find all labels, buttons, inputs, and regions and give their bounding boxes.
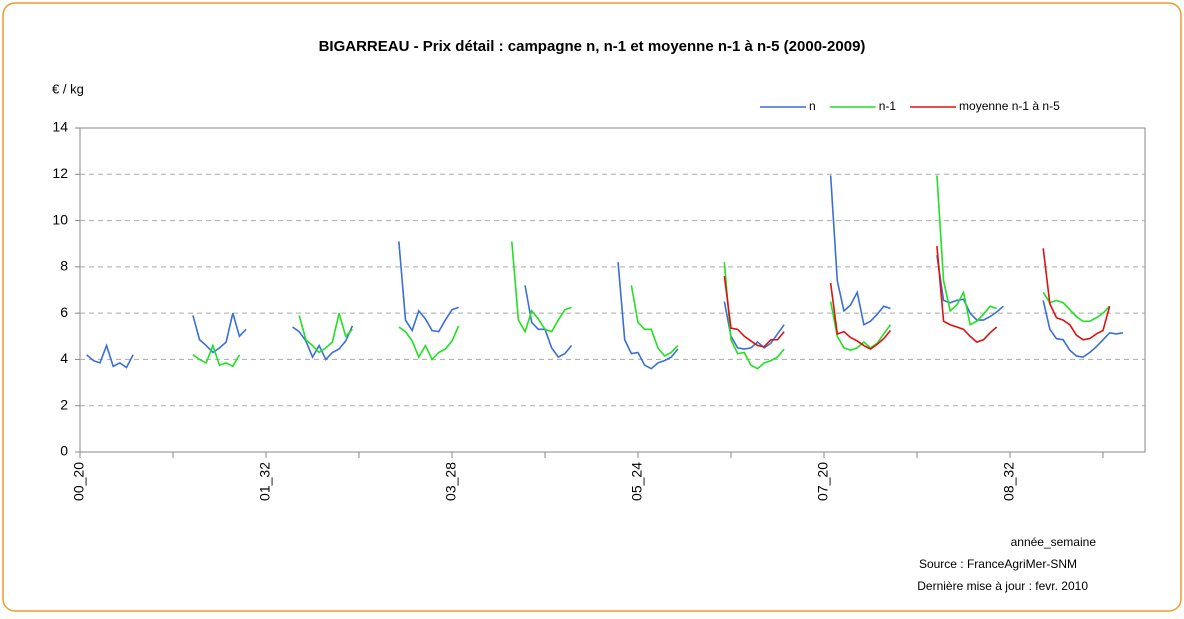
chart-title: BIGARREAU - Prix détail : campagne n, n-… <box>319 38 866 55</box>
x-tick-label: 01_32 <box>257 462 273 501</box>
update-note: Dernière mise à jour : fevr. 2010 <box>917 579 1088 593</box>
y-tick-label: 6 <box>60 304 68 320</box>
x-tick-label: 08_32 <box>1001 462 1017 501</box>
y-tick-label: 14 <box>52 119 68 135</box>
legend-label: moyenne n-1 à n-5 <box>959 99 1060 113</box>
y-tick-label: 4 <box>60 350 68 366</box>
x-tick-label: 07_20 <box>815 462 831 501</box>
y-axis-label: € / kg <box>52 81 84 96</box>
y-tick-label: 0 <box>60 443 68 459</box>
series-line <box>192 175 1111 370</box>
y-tick-label: 2 <box>60 396 68 412</box>
x-tick-label: 03_28 <box>443 462 459 501</box>
legend-label: n <box>809 99 816 113</box>
x-axis-label: année_semaine <box>1011 535 1097 549</box>
series-line <box>86 175 1124 370</box>
x-tick-label: 05_24 <box>629 462 645 501</box>
y-tick-label: 10 <box>52 211 68 227</box>
y-tick-label: 8 <box>60 258 68 274</box>
series-line <box>723 245 1111 350</box>
legend-label: n-1 <box>879 99 897 113</box>
plot-area <box>79 127 1146 453</box>
x-tick-label: 00_20 <box>71 462 87 501</box>
source-note: Source : FranceAgriMer-SNM <box>919 557 1077 571</box>
y-tick-label: 12 <box>52 165 68 181</box>
